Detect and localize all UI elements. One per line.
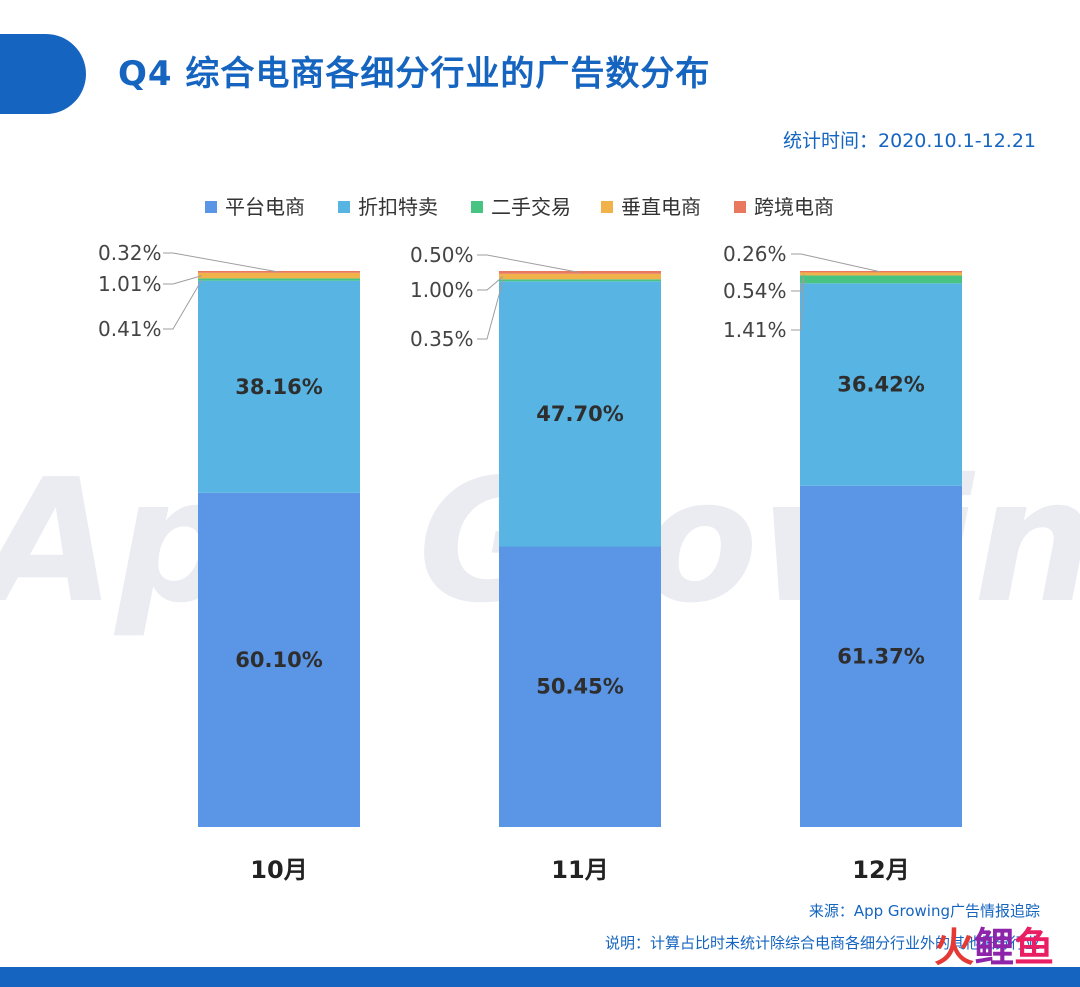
page-title: Q4 综合电商各细分行业的广告数分布 (118, 54, 711, 94)
leader-line (477, 254, 580, 273)
legend-label: 垂直电商 (621, 195, 701, 219)
legend-swatch (471, 201, 483, 213)
period-label: 统计时间：2020.10.1-12.21 (783, 130, 1036, 152)
data-label: 1.01% (98, 272, 162, 296)
category-label: 10月 (250, 856, 307, 884)
bar-segment (198, 272, 360, 279)
bar-segment (499, 281, 661, 547)
leader-line (477, 276, 504, 291)
category-label: 12月 (852, 856, 909, 884)
legend-swatch (205, 201, 217, 213)
bar-segment (198, 280, 360, 493)
chart-legend: 平台电商 折扣特卖 二手交易 垂直电商 跨境电商 (205, 195, 834, 219)
bar-segment (499, 546, 661, 827)
data-label: 0.35% (410, 327, 474, 351)
data-label: 0.41% (98, 317, 162, 341)
leader-line (163, 275, 203, 285)
leader-line (791, 279, 805, 331)
corner-logo-char: 火 (934, 925, 974, 971)
chart-labels: 60.10% 38.16% 0.41% 1.01% 0.32% 10月 50.45% 47.7… (98, 241, 925, 884)
bar-segment (800, 283, 962, 486)
corner-logo-char: 鲤 (974, 925, 1014, 971)
legend-label: 平台电商 (225, 195, 305, 219)
data-label: 0.26% (723, 242, 787, 266)
corner-logo: 火鲤鱼 (934, 915, 1054, 973)
data-label: 60.10% (235, 648, 322, 672)
leader-line (791, 253, 881, 273)
bottom-accent-bar (0, 967, 1080, 987)
data-label: 0.54% (723, 279, 787, 303)
bar-segment (499, 271, 661, 274)
method-note: 说明：计算占比时未统计除综合电商各细分行业外的其他细分行业 (604, 934, 1040, 952)
bar-segment (198, 271, 360, 273)
legend-swatch (338, 201, 350, 213)
data-label: 50.45% (536, 675, 623, 699)
legend-label: 跨境电商 (754, 195, 834, 219)
data-label: 1.00% (410, 278, 474, 302)
leader-line (791, 273, 805, 292)
bar-segment (499, 279, 661, 282)
leader-line (477, 280, 504, 340)
data-label: 0.32% (98, 241, 162, 265)
legend-swatch (601, 201, 613, 213)
corner-logo-char: 鱼 (1014, 925, 1054, 971)
title-accent-tab (0, 34, 86, 114)
bar-segment (800, 275, 962, 284)
bar-segment (800, 485, 962, 827)
data-label: 36.42% (837, 373, 924, 397)
data-label: 61.37% (837, 644, 924, 668)
data-label: 1.41% (723, 318, 787, 342)
bar-segment (800, 271, 962, 273)
bar-segment (499, 273, 661, 280)
chart-bars (198, 271, 962, 827)
source-note: 来源：App Growing广告情报追踪 (808, 902, 1040, 920)
data-label: 38.16% (235, 375, 322, 399)
data-label: 0.50% (410, 243, 474, 267)
legend-label: 二手交易 (491, 195, 571, 219)
legend-swatch (734, 201, 746, 213)
bar-segment (198, 492, 360, 827)
leader-line (163, 279, 203, 330)
legend-label: 折扣特卖 (358, 195, 438, 219)
bar-segment (800, 272, 962, 276)
category-label: 11月 (551, 856, 608, 884)
bar-segment (198, 278, 360, 281)
data-label: 47.70% (536, 402, 623, 426)
leader-line (163, 252, 279, 273)
